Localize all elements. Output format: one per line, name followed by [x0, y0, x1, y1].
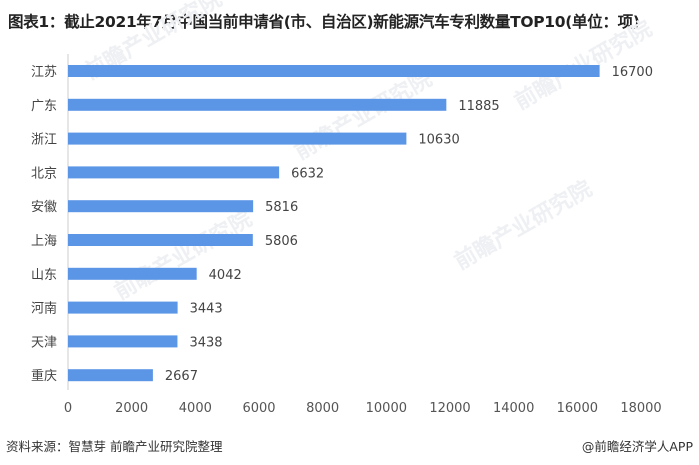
x-tick-label: 6000 — [242, 401, 275, 416]
category-label: 北京 — [31, 166, 57, 181]
x-tick-label: 4000 — [179, 401, 212, 416]
x-tick-label: 8000 — [306, 401, 339, 416]
data-label: 6632 — [291, 166, 324, 181]
data-label: 11885 — [458, 99, 499, 114]
category-label: 江苏 — [31, 64, 57, 80]
category-label: 浙江 — [31, 133, 57, 148]
watermark: 前瞻产业研究院 — [110, 206, 256, 306]
x-tick-label: 10000 — [366, 401, 407, 416]
watermark: 前瞻产业研究院 — [290, 66, 436, 166]
bar — [68, 369, 153, 382]
category-label: 安徽 — [31, 200, 57, 215]
bar — [68, 301, 178, 314]
bar — [68, 132, 407, 145]
x-tick-label: 2000 — [115, 401, 148, 416]
bar — [68, 234, 253, 246]
source-note: 资料来源：智慧芽 前瞻产业研究院整理 — [6, 439, 223, 454]
data-label: 3443 — [190, 302, 223, 317]
category-label: 天津 — [31, 335, 57, 350]
category-label: 广东 — [31, 99, 57, 114]
bar — [68, 267, 197, 280]
x-tick-label: 18000 — [620, 401, 661, 416]
bar — [68, 200, 254, 213]
category-label: 上海 — [31, 234, 57, 249]
data-label: 5816 — [265, 200, 298, 215]
bar — [68, 166, 280, 179]
bar — [68, 98, 447, 111]
data-label: 2667 — [165, 369, 198, 384]
data-label: 10630 — [418, 133, 459, 148]
x-tick-label: 16000 — [557, 401, 598, 416]
x-tick-label: 0 — [64, 401, 72, 416]
data-label: 4042 — [209, 268, 242, 283]
category-label: 山东 — [31, 268, 57, 283]
data-label: 16700 — [612, 65, 653, 80]
credit-note: @前瞻经济学人APP — [581, 439, 693, 454]
category-label: 重庆 — [31, 368, 57, 384]
x-tick-label: 12000 — [429, 401, 470, 416]
data-label: 3438 — [189, 335, 222, 350]
bar — [68, 65, 600, 77]
watermark: 前瞻产业研究院 — [450, 176, 596, 276]
x-tick-label: 14000 — [493, 401, 534, 416]
chart-title: 图表1：截止2021年7月中国当前申请省(市、自治区)新能源汽车专利数量TOP1… — [8, 13, 640, 31]
bar — [68, 335, 178, 348]
category-label: 河南 — [31, 301, 57, 317]
data-label: 5806 — [265, 234, 298, 249]
